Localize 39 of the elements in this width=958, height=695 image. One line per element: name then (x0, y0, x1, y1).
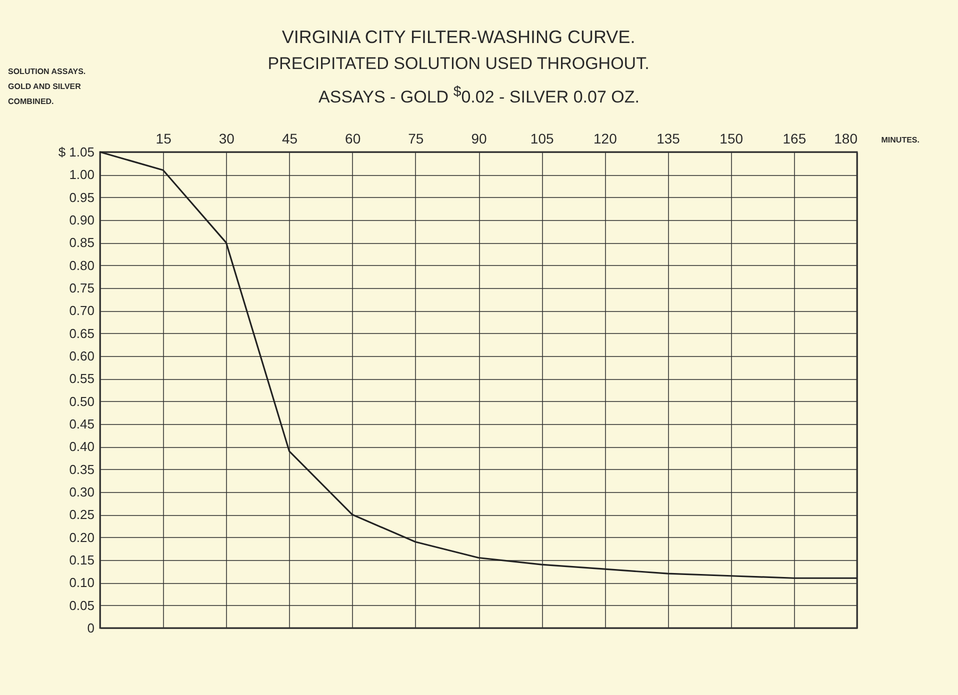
x-tick-label: 120 (593, 130, 618, 146)
x-tick-label: 45 (282, 130, 298, 146)
x-tick-label: 15 (156, 130, 172, 146)
x-tick-label: 60 (345, 130, 361, 146)
text: ASSAYS - GOLD $^{$}$0.02 - SILVER 0.07 OZ. (318, 84, 640, 107)
y-tick-label: 0.75 (69, 280, 94, 296)
chart-subtitle: PRECIPITATED SOLUTION USED THROGHOUT. (268, 54, 650, 73)
y-tick-label: 0.70 (69, 303, 94, 318)
x-axis-title: MINUTES. (881, 136, 920, 144)
y-tick-label: 0 (87, 620, 94, 636)
x-tick-label: 30 (218, 130, 235, 146)
x-tick-label: 75 (408, 130, 424, 146)
x-tick-label: 150 (720, 130, 744, 146)
y-tick-label: 0.15 (69, 552, 94, 568)
y-tick-label: $ 1.05 (58, 144, 94, 160)
y-tick-label: 0.90 (69, 212, 94, 228)
y-tick-label: 0.25 (69, 507, 94, 522)
x-tick-label: 105 (530, 130, 554, 146)
x-tick-label: 180 (834, 130, 858, 146)
y-tick-label: 0.45 (69, 416, 94, 432)
y-tick-label: 0.30 (69, 484, 94, 500)
y-tick-label: 0.85 (69, 235, 94, 250)
y-tick-label: 0.80 (69, 258, 94, 273)
chart-title: VIRGINIA CITY FILTER-WASHING CURVE. (282, 27, 636, 47)
y-tick-label: 0.55 (69, 371, 94, 386)
x-tick-label: 90 (471, 130, 487, 146)
y-tick-label: 0.35 (69, 462, 94, 477)
y-tick-label: 0.20 (69, 530, 94, 545)
y-tick-label: 0.10 (69, 575, 94, 590)
y-tick-label: 0.65 (69, 326, 94, 341)
x-tick-label: 165 (782, 130, 806, 146)
y-axis-title: SOLUTION ASSAYS. GOLD AND SILVER COMBINED. (8, 67, 86, 106)
y-tick-label: 1.00 (69, 167, 94, 182)
y-tick-label: 0.05 (69, 598, 94, 613)
x-tick-label: 135 (656, 130, 680, 146)
y-tick-label: 0.50 (69, 394, 94, 409)
y-tick-label: 0.40 (69, 439, 94, 454)
y-tick-label: 0.60 (69, 348, 94, 364)
y-tick-label: 0.95 (69, 190, 94, 205)
